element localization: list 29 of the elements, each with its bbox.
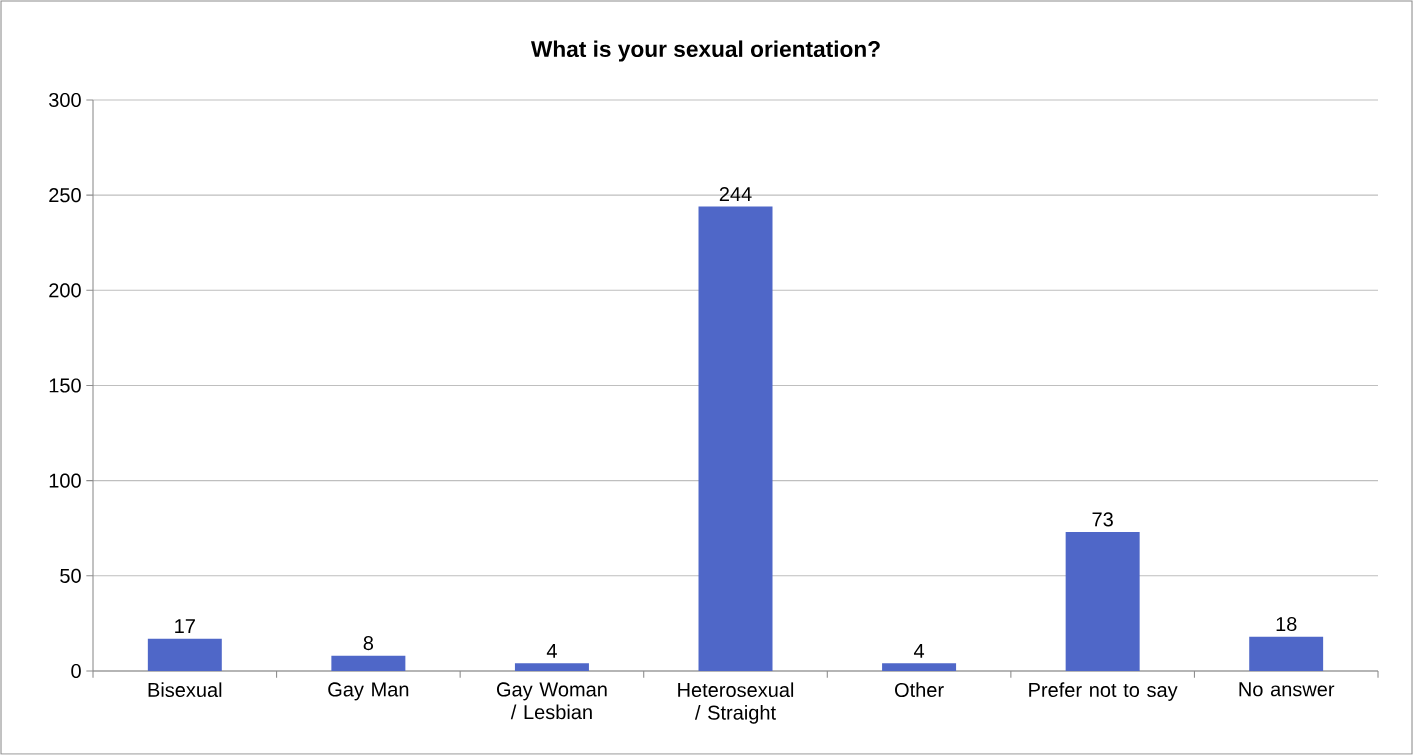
bar	[331, 655, 406, 671]
bar	[514, 663, 589, 671]
x-tick-label: Gay Man	[328, 682, 409, 701]
y-tick-label: 150	[49, 378, 81, 393]
x-tick-label: Other	[895, 682, 944, 698]
y-tick-label: 200	[49, 283, 81, 298]
x-tick-label: Prefer not to say	[1029, 682, 1178, 701]
y-tick-label: 50	[60, 568, 81, 583]
x-tick-label: Gay Woman / Lesbian	[496, 682, 607, 720]
x-tick-label: Heterosexual / Straight	[678, 682, 794, 724]
y-tick-label: 0	[71, 663, 81, 679]
chart-title: What is your sexual orientation?	[530, 40, 880, 62]
x-tick-label: Bisexual	[148, 682, 222, 698]
data-label: 18	[1276, 616, 1297, 632]
data-label: 8	[363, 636, 374, 651]
data-label: 244	[719, 187, 752, 201]
bar	[882, 663, 957, 671]
y-tick-label: 250	[49, 188, 81, 203]
bar	[1065, 532, 1140, 671]
data-label: 4	[913, 644, 925, 658]
y-tick-label: 300	[49, 92, 81, 108]
bar	[147, 638, 222, 671]
x-tick-label: No answer	[1239, 682, 1335, 697]
y-tick-label: 100	[49, 473, 81, 488]
data-label: 73	[1092, 512, 1113, 527]
bar	[698, 206, 773, 671]
bar	[1249, 636, 1324, 671]
data-label: 17	[175, 619, 195, 634]
data-label: 4	[546, 644, 557, 658]
